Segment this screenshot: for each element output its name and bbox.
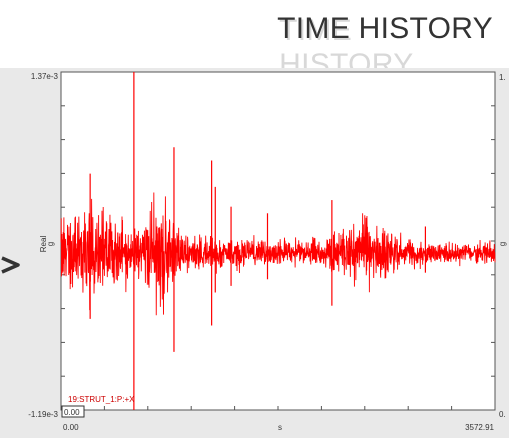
x-min-label: 0.00: [63, 423, 79, 432]
y-axis-label-units: g: [46, 242, 55, 246]
signal-trace: [60, 72, 496, 410]
cursor-value: 0.00: [64, 408, 80, 417]
plot-area: [60, 71, 496, 411]
y-max-label: 1.37e-3: [31, 72, 59, 81]
trace-label: 19:STRUT_1:P:+X: [68, 395, 135, 404]
cursor-value-box[interactable]: [61, 405, 85, 418]
y-min-label: -1.19e-3: [28, 410, 58, 419]
right-axis-mid-label: g: [498, 242, 507, 246]
right-axis-top-label: 1.: [499, 73, 506, 82]
x-axis-label: s: [278, 423, 282, 432]
page-title-text: TIME HISTORY: [277, 12, 493, 45]
page-title: TIME HISTORY TIME HISTORY: [277, 12, 493, 81]
y-axis-label-real: Real: [39, 236, 48, 253]
right-axis-bottom-label: 0.: [499, 410, 506, 419]
left-axis-ticks: [61, 71, 65, 411]
right-axis-ticks: [491, 71, 495, 411]
x-max-label: 3572.91: [465, 423, 494, 432]
bottom-axis-ticks: [60, 406, 496, 410]
arrow-right-icon: [1, 256, 20, 274]
